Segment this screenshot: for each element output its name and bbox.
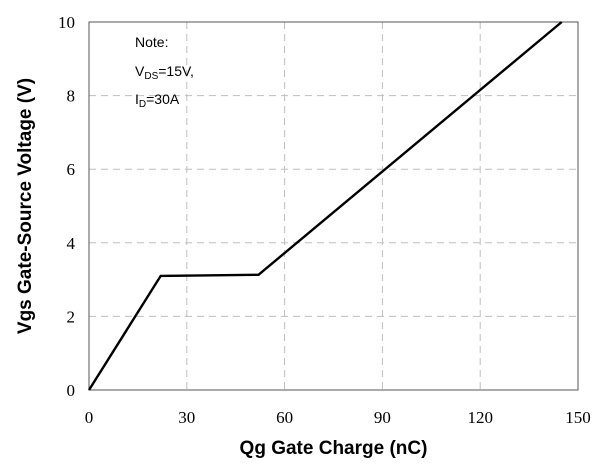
tick-labels: 0 30 60 90 120 150 0 2 4 6 8 10 [58,13,591,427]
note-vds-main: V [135,63,145,79]
note-id-value: =30A [146,91,180,107]
note-vds-condition: VDS=15V, [135,63,194,82]
note-title: Note: [135,34,168,50]
y-axis-title: Vgs Gate-Source Voltage (V) [15,78,36,334]
x-axis-title: Qg Gate Charge (nC) [240,438,428,459]
y-tick-label: 4 [67,234,76,253]
y-tick-label: 0 [67,381,76,400]
note-vds-value: =15V, [158,63,194,79]
x-tick-label: 150 [565,408,591,427]
note-id-main: I [135,91,139,107]
note-vds-subscript: DS [144,71,158,82]
gate-charge-curve [87,21,563,391]
x-tick-label: 0 [85,408,94,427]
y-tick-label: 2 [67,307,76,326]
x-tick-label: 60 [276,408,293,427]
x-tick-label: 120 [467,408,493,427]
y-tick-label: 6 [67,160,76,179]
y-tick-label: 10 [58,13,75,32]
y-tick-label: 8 [67,87,76,106]
grid-lines [89,22,578,390]
test-conditions-note: Note: VDS=15V, ID=30A [135,34,194,110]
series-layer [87,21,563,391]
plot-area [88,21,579,391]
x-tick-label: 90 [374,408,391,427]
note-id-condition: ID=30A [135,91,180,110]
x-tick-label: 30 [178,408,195,427]
note-id-subscript: D [139,99,146,110]
